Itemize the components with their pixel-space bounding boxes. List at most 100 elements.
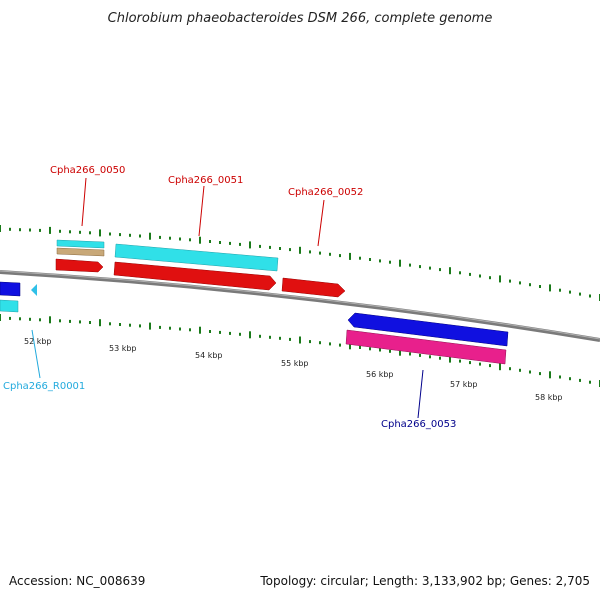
minor-tick bbox=[129, 323, 131, 327]
minor-tick bbox=[589, 380, 591, 384]
minor-tick bbox=[69, 319, 71, 323]
major-tick bbox=[349, 342, 351, 350]
minor-tick bbox=[409, 263, 411, 267]
major-tick bbox=[249, 241, 251, 249]
minor-tick bbox=[479, 362, 481, 366]
minor-tick bbox=[39, 318, 41, 322]
scale-label: 52 kbp bbox=[24, 337, 52, 346]
feature-labels: Cpha266_0050 Cpha266_0051 Cpha266_0052 C… bbox=[3, 165, 456, 430]
minor-tick bbox=[69, 230, 71, 234]
minor-tick bbox=[329, 252, 331, 256]
minor-tick bbox=[509, 367, 511, 371]
genome-backbone bbox=[0, 270, 600, 342]
scale-label: 53 kbp bbox=[109, 344, 137, 353]
minor-tick bbox=[579, 378, 581, 382]
minor-tick bbox=[239, 242, 241, 246]
minor-tick bbox=[19, 317, 21, 321]
feature-cpha266-0053-cds[interactable] bbox=[347, 312, 509, 347]
minor-tick bbox=[269, 245, 271, 249]
minor-tick bbox=[319, 251, 321, 255]
minor-tick bbox=[339, 254, 341, 258]
label-cpha266-0050[interactable]: Cpha266_0050 bbox=[50, 165, 125, 176]
minor-tick bbox=[529, 370, 531, 374]
minor-tick bbox=[359, 256, 361, 260]
minor-tick bbox=[289, 337, 291, 341]
scale-label: 58 kbp bbox=[535, 393, 563, 402]
label-cpha266-0053[interactable]: Cpha266_0053 bbox=[381, 419, 456, 430]
feature-cpha266-0053-rna[interactable] bbox=[345, 329, 507, 365]
major-tick bbox=[199, 326, 201, 334]
label-cpha266-0052[interactable]: Cpha266_0052 bbox=[288, 187, 363, 198]
minor-tick bbox=[139, 324, 141, 328]
feature-cpha266-0050-rna[interactable] bbox=[56, 239, 105, 249]
minor-tick bbox=[539, 285, 541, 288]
major-tick bbox=[449, 267, 451, 275]
major-tick bbox=[549, 371, 551, 379]
minor-tick bbox=[219, 330, 221, 334]
minor-tick bbox=[489, 276, 491, 280]
feature-cpha266-r0001[interactable] bbox=[31, 284, 37, 296]
feature-cpha266-0051-rna[interactable] bbox=[114, 243, 279, 272]
minor-tick bbox=[79, 320, 81, 324]
major-tick bbox=[499, 363, 501, 371]
minor-tick bbox=[29, 317, 31, 321]
minor-tick bbox=[219, 241, 221, 244]
minor-tick bbox=[429, 355, 431, 359]
label-cpha266-0051[interactable]: Cpha266_0051 bbox=[168, 175, 243, 186]
minor-tick bbox=[19, 228, 21, 232]
minor-tick bbox=[559, 375, 561, 379]
minor-tick bbox=[519, 368, 521, 372]
minor-tick bbox=[519, 281, 521, 285]
minor-tick bbox=[529, 283, 531, 287]
minor-tick bbox=[369, 347, 371, 351]
feature-left-cyan-rna[interactable] bbox=[0, 299, 19, 313]
minor-tick bbox=[239, 332, 241, 336]
accession-text: Accession: NC_008639 bbox=[9, 574, 146, 588]
minor-tick bbox=[459, 359, 461, 363]
major-tick bbox=[449, 355, 451, 363]
minor-tick bbox=[259, 244, 261, 248]
scale-label: 54 kbp bbox=[195, 351, 223, 360]
minor-tick bbox=[279, 247, 281, 250]
minor-tick bbox=[109, 322, 111, 326]
minor-tick bbox=[209, 240, 211, 243]
minor-tick bbox=[589, 294, 591, 298]
minor-tick bbox=[469, 272, 471, 276]
minor-tick bbox=[439, 356, 441, 360]
minor-tick bbox=[489, 364, 491, 368]
minor-tick bbox=[9, 227, 11, 231]
major-tick bbox=[99, 319, 101, 327]
minor-tick bbox=[129, 233, 131, 237]
minor-tick bbox=[159, 325, 161, 329]
feature-cpha266-0052-cds[interactable] bbox=[281, 277, 346, 298]
feature-cpha266-0051-cds[interactable] bbox=[113, 261, 277, 291]
minor-tick bbox=[369, 258, 371, 261]
feature-cpha266-0050-tan[interactable] bbox=[56, 247, 105, 257]
minor-tick bbox=[169, 326, 171, 330]
map-title: Chlorobium phaeobacteroides DSM 266, com… bbox=[107, 11, 493, 26]
minor-tick bbox=[109, 232, 111, 236]
major-tick bbox=[549, 284, 551, 292]
minor-tick bbox=[29, 228, 31, 232]
major-tick bbox=[49, 226, 51, 234]
genome-summary-text: Topology: circular; Length: 3,133,902 bp… bbox=[260, 574, 590, 588]
minor-tick bbox=[189, 328, 191, 332]
major-tick bbox=[349, 252, 351, 260]
minor-tick bbox=[89, 231, 91, 235]
major-tick bbox=[199, 236, 201, 244]
major-tick bbox=[99, 229, 101, 237]
minor-tick bbox=[379, 348, 381, 352]
reverse-strand-features bbox=[0, 281, 509, 365]
minor-tick bbox=[319, 341, 321, 345]
label-cpha266-r0001[interactable]: Cpha266_R0001 bbox=[3, 381, 85, 392]
feature-cpha266-0050-cds[interactable] bbox=[55, 258, 104, 273]
feature-left-blue-cds[interactable] bbox=[0, 281, 21, 297]
major-tick bbox=[149, 322, 151, 330]
minor-tick bbox=[59, 229, 61, 233]
minor-tick bbox=[459, 271, 461, 275]
minor-tick bbox=[509, 279, 511, 283]
major-tick bbox=[499, 275, 501, 283]
scale-label: 57 kbp bbox=[450, 380, 478, 389]
minor-tick bbox=[79, 230, 81, 234]
